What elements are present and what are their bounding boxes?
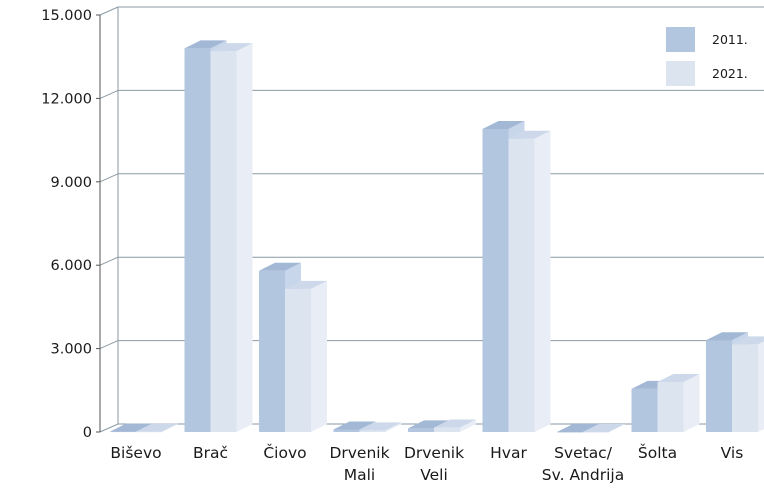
bar-top (583, 424, 625, 432)
bar-top (434, 419, 476, 428)
gridline-depth (99, 256, 119, 266)
bar-side (534, 130, 551, 432)
bar-top (136, 423, 178, 432)
x-tick-label: Veli (420, 466, 448, 484)
bar-top (333, 421, 376, 430)
legend-label: 2011. (712, 32, 748, 47)
bar-side (460, 419, 476, 432)
bar (408, 428, 434, 432)
gridline-depth (99, 340, 119, 350)
bar (508, 138, 535, 432)
bar-top (732, 336, 764, 345)
bar-top (657, 373, 700, 382)
bar (732, 344, 758, 432)
bar (285, 288, 311, 432)
gridline-depth (99, 89, 119, 99)
y-tick-label: 9.000 (50, 175, 92, 191)
bar-top (557, 424, 599, 432)
gridline-depth (99, 173, 119, 183)
bar-top (184, 40, 227, 49)
gridline-depth (99, 6, 119, 16)
bar-top (359, 422, 402, 431)
bar (259, 270, 285, 432)
bar (434, 427, 460, 432)
bar-side (385, 422, 402, 432)
bar-side (162, 423, 178, 432)
y-tick-label: 3.000 (50, 342, 92, 358)
bar-top (408, 420, 450, 429)
bar (359, 430, 386, 432)
legend-swatch (666, 27, 695, 52)
bar (583, 432, 609, 433)
bar-side (758, 341, 764, 432)
x-tick-label: Čiovo (263, 443, 306, 462)
bar (482, 128, 509, 433)
x-tick-label: Drvenik (329, 444, 389, 462)
bar-side (683, 373, 700, 432)
bar-side (236, 43, 253, 432)
y-tick-label: 12.000 (41, 91, 92, 107)
bar (184, 48, 211, 433)
bar-top (706, 332, 748, 341)
bar (136, 431, 162, 433)
x-tick-label: Sv. Andrija (542, 466, 624, 484)
bar (657, 381, 684, 432)
bar (631, 388, 658, 432)
bar-side (311, 280, 327, 432)
bar (110, 431, 136, 433)
x-tick-label: Drvenik (404, 444, 464, 462)
y-tick-label: 0 (83, 425, 92, 441)
bar-top (259, 262, 301, 271)
x-tick-label: Hvar (490, 444, 527, 462)
bar-top (482, 120, 525, 129)
bar-top (210, 43, 253, 52)
x-tick-label: Brač (193, 444, 228, 462)
gridline-depth (99, 423, 119, 433)
bar-top (508, 130, 551, 139)
bar (333, 429, 360, 432)
legend-swatch (666, 61, 695, 86)
bar-top (110, 423, 152, 432)
bar-top (285, 280, 327, 289)
x-tick-label: Vis (721, 444, 744, 462)
x-tick-label: Svetac/ (554, 444, 613, 462)
x-tick-label: Mali (344, 466, 375, 484)
y-tick-label: 15.000 (41, 8, 92, 24)
y-tick-label: 6.000 (50, 258, 92, 274)
legend-label: 2021. (712, 66, 748, 81)
bar (706, 340, 732, 432)
x-tick-label: Šolta (638, 443, 677, 462)
bar (210, 51, 237, 432)
bar (557, 432, 583, 433)
x-tick-label: Biševo (110, 444, 161, 462)
